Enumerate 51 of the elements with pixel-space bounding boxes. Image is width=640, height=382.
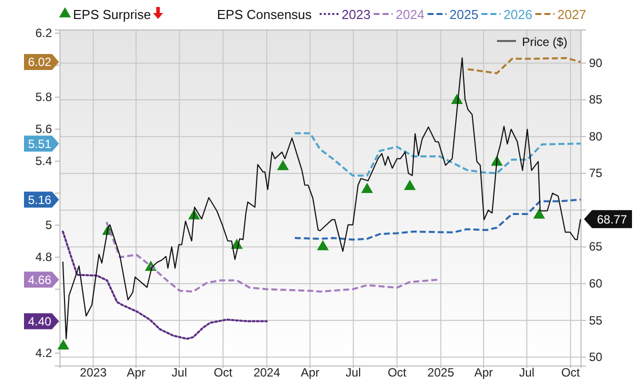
y-tick-label: 4.8 bbox=[35, 250, 52, 264]
text: Price ($) bbox=[522, 35, 568, 50]
x-tick-label: Jul bbox=[519, 365, 534, 380]
y-tick-label: 5 bbox=[45, 218, 52, 232]
y2-tick-label: 55 bbox=[589, 313, 603, 328]
y-tick-label: 6.2 bbox=[35, 26, 52, 40]
legend-label: 2026 bbox=[503, 7, 532, 22]
point bbox=[361, 182, 373, 193]
x-tick-label: Oct bbox=[561, 365, 581, 380]
point bbox=[404, 180, 416, 190]
y2-tick-label: 75 bbox=[589, 166, 603, 180]
x-tick-label: Apr bbox=[126, 365, 146, 380]
x-tick-label: 2023 bbox=[80, 365, 107, 380]
annotation: 4.66 bbox=[28, 272, 52, 287]
y2-tick-label: 85 bbox=[589, 92, 603, 107]
x-tick-label: Jul bbox=[172, 365, 187, 380]
x-tick-label: Apr bbox=[474, 365, 493, 380]
y2-tick-label: 90 bbox=[589, 56, 603, 70]
x-tick-label: 2024 bbox=[253, 365, 280, 380]
legend-label: 2023 bbox=[342, 7, 371, 22]
x-tick-label: 2025 bbox=[427, 365, 454, 380]
annotation: 5.51 bbox=[28, 136, 52, 151]
annotation: 5.16 bbox=[28, 192, 52, 207]
y-tick-label: 5.8 bbox=[35, 90, 52, 104]
line-series bbox=[294, 132, 582, 177]
y2-tick-label: 65 bbox=[589, 240, 603, 254]
legend-label: 2025 bbox=[450, 7, 478, 22]
x-tick-label: Apr bbox=[300, 365, 320, 380]
legend-label: 2027 bbox=[557, 7, 586, 22]
point bbox=[533, 208, 546, 219]
point bbox=[277, 160, 289, 170]
annotation: 4.40 bbox=[28, 314, 52, 328]
x-tick-label: Oct bbox=[214, 365, 234, 380]
point bbox=[57, 339, 70, 350]
y2-tick-label: 50 bbox=[589, 350, 603, 364]
line-series bbox=[62, 230, 268, 340]
point bbox=[316, 240, 329, 250]
legend-title: EPS Consensus bbox=[217, 7, 312, 22]
y2-tick-label: 80 bbox=[589, 129, 603, 144]
y2-tick-label: 60 bbox=[589, 276, 603, 290]
line-series bbox=[466, 57, 582, 74]
annotation: 6.02 bbox=[28, 55, 52, 70]
y-tick-label: 4.2 bbox=[35, 346, 52, 360]
x-tick-label: Jul bbox=[346, 365, 361, 380]
legend-label: EPS Surprise bbox=[73, 7, 152, 22]
line-series bbox=[294, 198, 582, 241]
y-tick-label: 5.4 bbox=[35, 154, 52, 168]
y-tick-label: 5.6 bbox=[35, 122, 52, 136]
legend-label: 2024 bbox=[396, 7, 425, 22]
x-tick-label: Oct bbox=[388, 365, 408, 380]
data-label: 68.77 bbox=[596, 212, 628, 226]
